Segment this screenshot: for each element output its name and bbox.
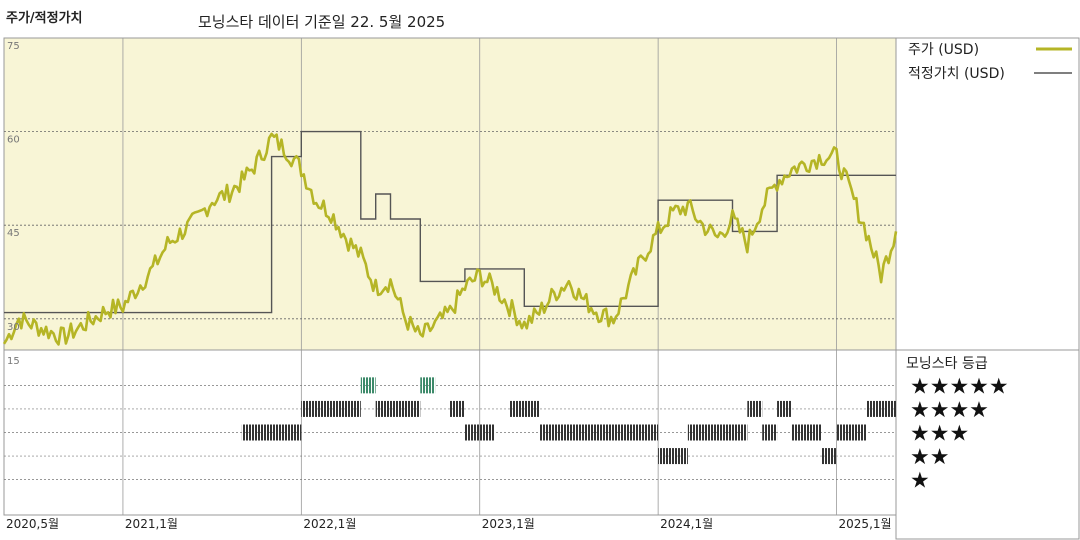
- x-tick-label: 2020,5월: [6, 517, 59, 531]
- y-tick-label: 30: [7, 322, 20, 333]
- star-legend-row: ★★★: [910, 422, 969, 447]
- star-legend: ★★★★★★★★★★★★★★★: [910, 374, 1009, 493]
- star-legend-row: ★: [910, 469, 930, 494]
- legend-price-label: 주가 (USD): [908, 42, 979, 58]
- y-tick-labels: 75 60 45 30 15: [7, 41, 20, 367]
- rating-bar: [836, 424, 867, 441]
- y-tick-label: 60: [7, 135, 20, 146]
- rating-bar: [464, 424, 495, 441]
- x-tick-labels: 2020,5월 2021,1월 2022,1월 2023,1월 2024,1월 2025,…: [6, 517, 892, 531]
- rating-legend-title: 모닝스타 등급: [906, 356, 988, 372]
- price-line: [2, 132, 898, 346]
- rating-bar: [375, 400, 421, 417]
- rating-bar: [747, 400, 763, 417]
- rating-bar: [241, 424, 302, 441]
- x-tick-label: 2025,1월: [839, 517, 892, 531]
- star-legend-row: ★★★★: [910, 398, 989, 423]
- rating-bar: [866, 400, 896, 417]
- legend-panel: [895, 37, 1080, 351]
- rating-bar: [777, 400, 792, 417]
- x-tick-label: 2023,1월: [482, 517, 535, 531]
- legend-fair-value-label: 적정가치 (USD): [908, 66, 1005, 82]
- rating-bar: [509, 400, 540, 417]
- rating-bar: [791, 424, 822, 441]
- rating-bar: [821, 448, 837, 465]
- x-tick-label: 2024,1월: [660, 517, 713, 531]
- rating-bar: [687, 424, 748, 441]
- chart-title: 주가/적정가치: [6, 10, 83, 26]
- y-tick-label: 75: [7, 41, 20, 52]
- rating-bar: [301, 400, 361, 417]
- rating-bar: [420, 377, 436, 394]
- price-plot-area: [3, 37, 897, 351]
- rating-bar: [539, 424, 659, 441]
- rating-bar: [658, 448, 688, 465]
- x-tick-label: 2022,1월: [303, 517, 356, 531]
- rating-bar: [762, 424, 778, 441]
- y-tick-label: 15: [7, 356, 20, 367]
- rating-bar: [360, 377, 376, 394]
- fair-value-line: [4, 130, 896, 314]
- rating-bar: [450, 400, 465, 417]
- rating-legend-panel: [895, 349, 1080, 540]
- star-legend-row: ★★: [910, 445, 949, 470]
- star-legend-row: ★★★★★: [910, 374, 1009, 399]
- y-tick-label: 45: [7, 228, 20, 239]
- rating-bars: [241, 377, 896, 465]
- x-tick-label: 2021,1월: [125, 517, 178, 531]
- chart-subtitle: 모닝스타 데이터 기준일 22. 5월 2025: [198, 13, 445, 31]
